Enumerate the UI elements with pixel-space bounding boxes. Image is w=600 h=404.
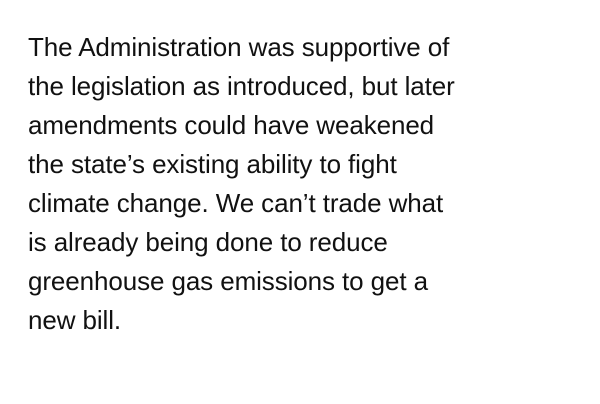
statement-line-1: The Administration was supportive of <box>28 32 450 62</box>
statement-line-4: the state’s existing ability to fight <box>28 149 397 179</box>
statement-text: The Administration was supportive of the… <box>28 28 588 340</box>
statement-line-8: new bill. <box>28 305 122 335</box>
statement-line-3: amendments could have weakened <box>28 110 435 140</box>
statement-line-2: the legislation as introduced, but later <box>28 71 455 101</box>
statement-line-6: is already being done to reduce <box>28 227 388 257</box>
statement-line-7: greenhouse gas emissions to get a <box>28 266 428 296</box>
statement-line-5: climate change. We can’t trade what <box>28 188 444 218</box>
